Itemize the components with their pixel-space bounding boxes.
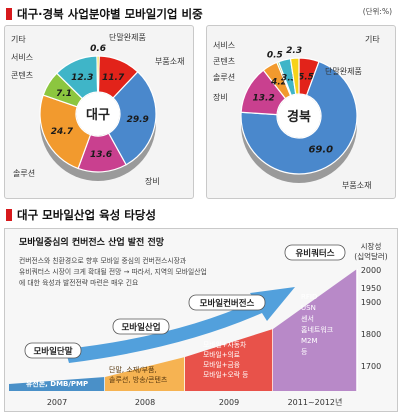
stage-items: 유선폰, DMB/PMP xyxy=(26,379,88,388)
section-title-2-text: 대구 모바일산업 육성 타당성 xyxy=(17,208,156,222)
category-label: 장비 xyxy=(145,176,160,186)
slice-value-label: 12.3 xyxy=(71,73,93,83)
stage-items: 센서 xyxy=(301,314,314,323)
donut-slice-1 xyxy=(240,60,358,175)
stage-label-box xyxy=(188,294,266,311)
slice-value-label: 69.0 xyxy=(308,145,333,156)
category-label: 기타 xyxy=(365,35,380,44)
category-label: 단말완제품 xyxy=(325,66,362,76)
y-tick-label: 1700 xyxy=(361,362,381,371)
stage-area-3 xyxy=(273,269,357,391)
stage-items: 솔루션, 방송/콘텐츠 xyxy=(109,375,168,384)
growth-description-line: 컨버전스와 친환경으로 향후 모바일 중심의 컨버전스시장과 xyxy=(19,256,187,265)
stage-items: 모바일+의료 xyxy=(203,350,240,359)
slice-value-label: 24.7 xyxy=(51,127,74,137)
stage-items: 등 xyxy=(301,348,308,356)
category-label: 솔루션 xyxy=(213,72,235,82)
stage-items: RFID xyxy=(301,293,317,301)
stage-items: M2M xyxy=(301,337,318,345)
donut-slice-3 xyxy=(39,94,92,170)
donut-slice-6 xyxy=(289,57,300,95)
x-tick-label: 2009 xyxy=(219,398,239,407)
stage-items: 모바일+금융 xyxy=(203,360,240,369)
category-label: 기타 xyxy=(11,35,26,44)
stage-label-box xyxy=(112,318,170,335)
y-axis-title: 시장성 xyxy=(361,241,382,251)
stage-items: 단말, 소재/부품, xyxy=(109,365,157,374)
stage-area-0 xyxy=(9,377,105,391)
stage-items: 홈네트워크 xyxy=(301,325,334,334)
slice-value-label: 0.5 xyxy=(267,51,283,61)
slice-value-label: 13.6 xyxy=(90,150,112,160)
category-label: 단말완제품 xyxy=(109,32,146,42)
section-title-1-text: 대구·경북 사업분야별 모바일기업 비중 xyxy=(17,7,203,21)
stage-label-box xyxy=(24,342,82,359)
slice-value-label: 29.9 xyxy=(127,115,149,125)
y-tick-label: 1950 xyxy=(361,284,381,293)
x-tick-label: 2007 xyxy=(47,398,67,407)
growth-chart-title: 모바일중심의 컨버전스 산업 발전 전망 xyxy=(19,236,165,248)
category-label: 장비 xyxy=(213,92,228,102)
slice-value-label: 0.6 xyxy=(90,44,106,54)
donut-slice-6 xyxy=(96,55,100,93)
stage-items: 모바일+자동차 xyxy=(203,340,247,349)
red-bar-icon xyxy=(6,8,12,20)
category-label: 서비스 xyxy=(213,41,235,50)
y-tick-label: 2000 xyxy=(361,266,381,275)
stage-items: 모바일+오락 등 xyxy=(203,370,248,379)
stage-label: 모바일컨버전스 xyxy=(200,298,255,309)
category-label: 부품소재 xyxy=(342,181,371,190)
x-tick-label: 2008 xyxy=(135,398,155,407)
category-label: 서비스 xyxy=(11,53,33,62)
y-tick-label: 1800 xyxy=(361,330,381,339)
growth-description-line: 에 대한 육성과 발전전략 마련은 매우 긴요 xyxy=(19,278,138,287)
stage-area-2 xyxy=(185,329,273,391)
donut-hole xyxy=(76,92,120,136)
donut-hole xyxy=(277,94,321,138)
unit-label: (단위:%) xyxy=(362,7,392,16)
growth-arrow-icon xyxy=(65,287,295,363)
slice-value-label: 7.1 xyxy=(56,89,72,99)
slice-value-label: 3.3 xyxy=(281,73,297,83)
stage-label: 모바일산업 xyxy=(121,322,160,333)
y-axis-title-unit: (십억달러) xyxy=(354,252,388,261)
category-label: 솔루션 xyxy=(13,168,35,178)
stage-items: USN xyxy=(301,304,316,312)
y-tick-label: 1900 xyxy=(361,298,381,307)
stage-label: 유비쿼터스 xyxy=(295,248,334,259)
slice-value-label: 11.7 xyxy=(102,73,125,83)
red-bar-icon xyxy=(6,209,12,221)
section-title-2: 대구 모바일산업 육성 타당성 xyxy=(6,207,156,223)
stage-label: 모바일단말 xyxy=(33,346,72,357)
category-label: 콘텐츠 xyxy=(213,56,235,66)
x-tick-label: 2011~2012년 xyxy=(288,397,343,407)
stage-label-box xyxy=(284,244,346,261)
growth-description-line: 유비쿼터스 시장이 크게 확대될 전망 → 따라서, 지역의 모바일산업 xyxy=(19,267,207,276)
slice-value-label: 5.5 xyxy=(298,73,314,83)
slice-value-label: 4.2 xyxy=(270,77,287,87)
category-label: 콘텐츠 xyxy=(11,70,33,80)
donut-slice-1 xyxy=(107,70,157,166)
slice-value-label: 13.2 xyxy=(253,93,275,103)
slice-value-label: 2.3 xyxy=(286,46,302,56)
donut-center-label: 대구 xyxy=(86,108,110,123)
category-label: 부품소재 xyxy=(155,57,184,66)
stage-area-1 xyxy=(105,357,185,391)
donut-center-label: 경북 xyxy=(287,109,311,125)
section-title-1: 대구·경북 사업분야별 모바일기업 비중 xyxy=(6,6,203,22)
